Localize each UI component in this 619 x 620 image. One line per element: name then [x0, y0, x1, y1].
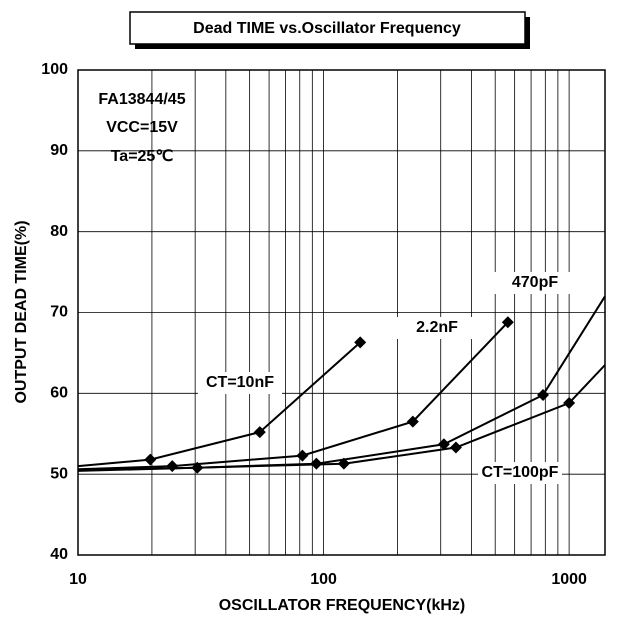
x-axis-label: OSCILLATOR FREQUENCY(kHz): [219, 597, 466, 614]
annotation: VCC=15V: [106, 119, 178, 136]
data-point: [437, 438, 450, 451]
data-point: [406, 415, 419, 428]
data-point: [501, 316, 514, 329]
data-point: [166, 460, 179, 473]
data-point: [144, 453, 157, 466]
data-point: [537, 388, 550, 401]
data-point: [337, 457, 350, 470]
series-label-bg: [493, 272, 577, 294]
y-tick-label: 60: [50, 385, 68, 402]
y-tick-label: 40: [50, 546, 68, 563]
y-tick-label: 90: [50, 142, 68, 159]
annotation: Ta=25℃: [111, 148, 174, 165]
data-point: [296, 449, 309, 462]
series-label-bg: [198, 372, 282, 394]
x-tick-label: 100: [310, 571, 337, 588]
y-tick-label: 100: [41, 61, 68, 78]
x-tick-label: 10: [69, 571, 87, 588]
series-label: 470pF: [512, 274, 558, 291]
annotation: FA13844/45: [98, 91, 185, 108]
series-label-bg: [478, 462, 562, 484]
y-axis-label: OUTPUT DEAD TIME(%): [13, 220, 30, 403]
data-point: [253, 426, 266, 439]
title-box: [129, 11, 526, 45]
chart-title: Dead TIME vs.Oscillator Frequency: [193, 20, 461, 37]
series-label: CT=100pF: [482, 464, 559, 481]
x-tick-label: 1000: [551, 571, 587, 588]
series-label-bg: [395, 317, 479, 339]
data-point: [449, 441, 462, 454]
y-tick-label: 70: [50, 304, 68, 321]
y-tick-label: 80: [50, 223, 68, 240]
series-label: 2.2nF: [416, 319, 458, 336]
series-line: [77, 364, 606, 472]
y-tick-label: 50: [50, 465, 68, 482]
series-line: [77, 341, 361, 468]
data-point: [354, 336, 367, 349]
data-point: [563, 397, 576, 410]
series-label: CT=10nF: [206, 374, 274, 391]
